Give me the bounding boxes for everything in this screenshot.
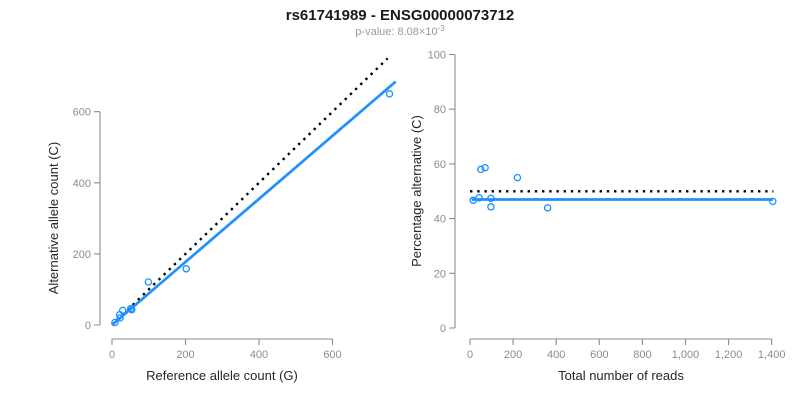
data-point bbox=[118, 306, 127, 315]
x-axis bbox=[111, 338, 334, 345]
x-tick-label: 400 bbox=[250, 349, 268, 361]
right-plot-marks: 0 20 40 60 80 100 0 200 400 600 800 1,000 1,200 1,400 bbox=[428, 50, 786, 362]
y-axis bbox=[449, 53, 456, 329]
x-tick-label: 200 bbox=[176, 349, 194, 361]
right-plot-ylabel: Percentage alternative (C) bbox=[409, 115, 424, 267]
data-point bbox=[487, 203, 495, 211]
x-tick-label: 0 bbox=[467, 349, 473, 361]
data-point bbox=[469, 196, 477, 205]
x-tick-label: 1,000 bbox=[672, 349, 700, 361]
data-point bbox=[126, 304, 135, 313]
y-tick-label: 80 bbox=[434, 104, 446, 116]
y-tick-label: 100 bbox=[428, 50, 446, 62]
x-tick-label: 0 bbox=[109, 349, 115, 361]
y-tick-label: 60 bbox=[434, 159, 446, 171]
right-plot-xlabel: Total number of reads bbox=[558, 368, 684, 383]
data-point bbox=[385, 90, 394, 98]
identity-line bbox=[111, 57, 389, 326]
pvalue-text: p-value: 8.08×10 bbox=[355, 26, 437, 38]
x-tick-label: 1,400 bbox=[758, 349, 786, 361]
right-plot-percentage: 0 20 40 60 80 100 0 200 400 600 800 1,000 1,200 1,400… bbox=[409, 50, 785, 384]
y-tick-label: 400 bbox=[73, 178, 91, 190]
data-point bbox=[475, 194, 483, 202]
x-tick-label: 600 bbox=[590, 349, 608, 361]
left-plot-ylabel: Alternative allele count (C) bbox=[46, 142, 61, 294]
x-tick-label: 600 bbox=[323, 349, 341, 361]
data-point bbox=[487, 194, 495, 203]
y-tick-label: 600 bbox=[73, 107, 91, 119]
pvalue-exponent: -3 bbox=[438, 24, 446, 33]
x-tick-label: 800 bbox=[633, 349, 651, 361]
y-tick-label: 20 bbox=[434, 268, 446, 280]
data-point bbox=[481, 163, 489, 172]
data-point bbox=[128, 305, 136, 314]
data-point bbox=[769, 197, 777, 206]
pvalue-subtitle: p-value: 8.08×10-3 bbox=[355, 24, 445, 38]
data-point bbox=[116, 314, 124, 322]
left-plot-marks: 0 200 400 600 0 200 400 600 bbox=[73, 57, 397, 361]
left-plot-allele-counts: 0 200 400 600 0 200 400 600 Reference allele co… bbox=[46, 57, 397, 383]
y-tick-label: 200 bbox=[73, 249, 91, 261]
left-plot-xlabel: Reference allele count (G) bbox=[146, 368, 298, 383]
data-point bbox=[144, 278, 153, 286]
y-tick-label: 0 bbox=[85, 320, 91, 332]
data-point bbox=[182, 265, 190, 273]
x-tick-label: 200 bbox=[504, 349, 522, 361]
fit-line bbox=[111, 80, 397, 327]
y-axis bbox=[94, 111, 101, 326]
page-title: rs61741989 - ENSG00000073712 bbox=[286, 7, 515, 24]
data-point bbox=[543, 204, 552, 212]
data-point bbox=[111, 318, 119, 327]
data-point bbox=[477, 165, 485, 174]
y-tick-label: 40 bbox=[434, 214, 446, 226]
y-tick-label: 0 bbox=[440, 323, 446, 335]
x-tick-label: 400 bbox=[547, 349, 565, 361]
x-tick-label: 1,200 bbox=[715, 349, 743, 361]
data-point bbox=[513, 173, 522, 182]
x-axis bbox=[469, 338, 773, 345]
